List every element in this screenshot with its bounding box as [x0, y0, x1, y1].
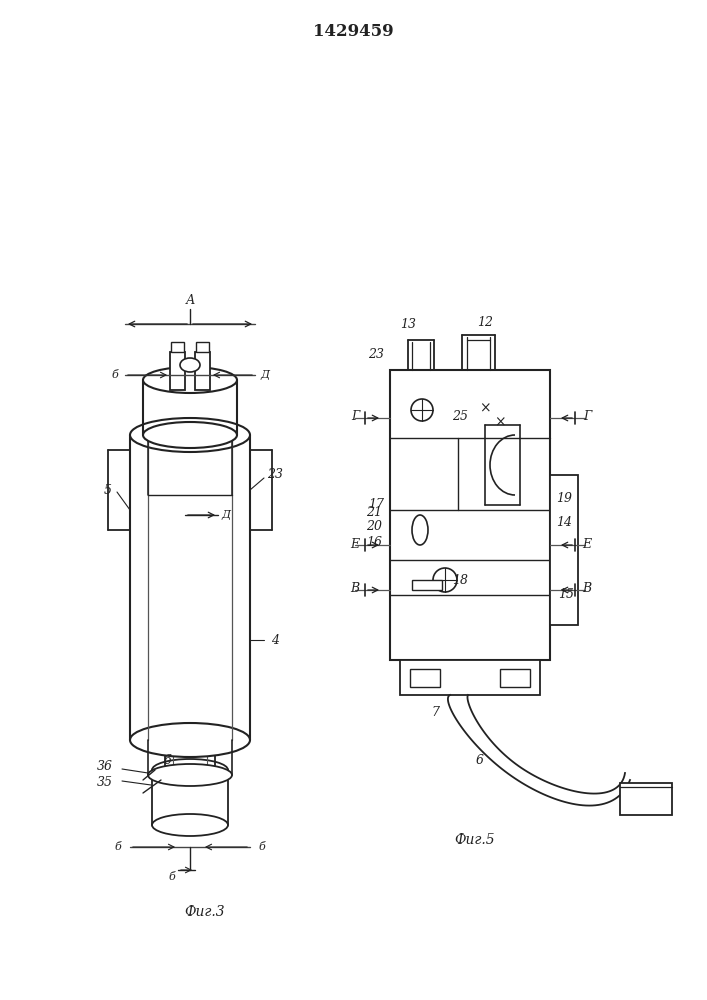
Text: Г: Г: [583, 410, 591, 424]
Bar: [196, 342, 209, 352]
Text: 7: 7: [431, 706, 439, 720]
Ellipse shape: [130, 723, 250, 757]
Text: 12: 12: [477, 316, 493, 328]
Bar: [500, 669, 530, 687]
Bar: [410, 669, 440, 687]
Ellipse shape: [411, 399, 433, 421]
Text: 21: 21: [366, 506, 382, 518]
Text: Д: Д: [260, 370, 269, 380]
Bar: [170, 352, 185, 390]
Text: Е: Е: [351, 538, 360, 550]
Bar: [195, 352, 210, 390]
Text: ×: ×: [494, 416, 506, 430]
Text: 25: 25: [452, 410, 468, 422]
Bar: [390, 370, 550, 660]
Text: 23: 23: [267, 468, 283, 482]
Text: 6: 6: [164, 754, 172, 766]
Text: 13: 13: [400, 318, 416, 330]
Text: 1429459: 1429459: [312, 23, 393, 40]
Text: 35: 35: [97, 776, 113, 790]
Ellipse shape: [130, 418, 250, 452]
Text: 17: 17: [368, 498, 384, 512]
Ellipse shape: [143, 422, 237, 448]
Ellipse shape: [152, 759, 228, 781]
Text: б: б: [169, 872, 175, 882]
Bar: [620, 783, 672, 815]
Text: Фиг.3: Фиг.3: [185, 905, 226, 919]
Text: б: б: [112, 370, 118, 380]
Text: 20: 20: [366, 520, 382, 534]
Bar: [412, 580, 442, 590]
Text: 15: 15: [558, 588, 574, 601]
Text: 5: 5: [104, 484, 112, 496]
Ellipse shape: [433, 568, 457, 592]
Text: 23: 23: [368, 348, 384, 360]
Text: В: В: [351, 582, 360, 595]
Ellipse shape: [143, 367, 237, 393]
Bar: [400, 660, 540, 695]
Text: Г: Г: [351, 410, 359, 424]
Ellipse shape: [148, 764, 232, 786]
Bar: [171, 342, 184, 352]
Text: 16: 16: [366, 536, 382, 548]
Text: Е: Е: [583, 538, 592, 550]
Ellipse shape: [152, 814, 228, 836]
Ellipse shape: [165, 732, 215, 748]
Text: А: А: [185, 294, 194, 306]
Bar: [550, 475, 578, 625]
Ellipse shape: [412, 515, 428, 545]
Text: 14: 14: [556, 516, 572, 528]
Text: В: В: [583, 582, 592, 595]
Text: 19: 19: [556, 491, 572, 504]
Text: Д: Д: [221, 510, 230, 520]
Text: 4: 4: [271, 634, 279, 647]
Text: б: б: [115, 842, 122, 852]
Ellipse shape: [180, 358, 200, 372]
Text: Фиг.5: Фиг.5: [455, 833, 496, 847]
Text: 36: 36: [97, 760, 113, 774]
Text: ×: ×: [479, 401, 491, 415]
Text: б: б: [259, 842, 265, 852]
Text: 18: 18: [452, 574, 468, 586]
Text: 6: 6: [476, 754, 484, 766]
